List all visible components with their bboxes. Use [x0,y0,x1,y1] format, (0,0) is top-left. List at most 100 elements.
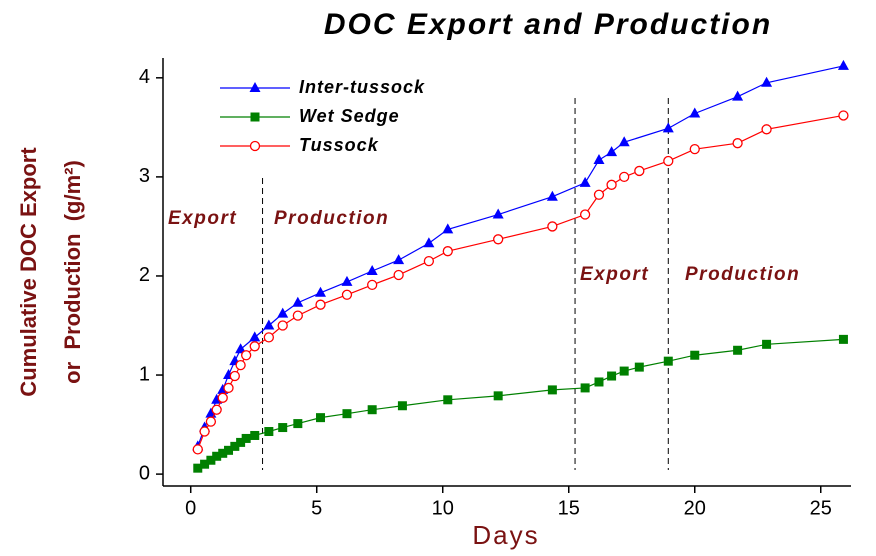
marker [689,143,700,155]
marker [241,433,251,443]
marker [366,265,378,276]
x-tick-label: 15 [558,497,580,519]
marker [293,419,303,429]
marker [367,279,378,291]
marker [606,179,617,190]
marker [593,154,605,165]
marker [762,339,772,349]
marker [241,350,252,361]
marker [579,176,591,187]
marker [218,448,228,458]
x-tick-label: 25 [810,497,832,519]
marker [292,296,304,307]
annotation: Production [685,264,800,285]
legend-label: Inter-tussock [299,77,425,97]
legend-marker [249,82,261,92]
annotation: Production [274,208,389,229]
marker [224,445,234,455]
marker [316,413,326,423]
marker [200,459,210,469]
legend-label: Wet Sedge [299,106,400,126]
marker [211,404,222,415]
y-tick-label: 3 [139,165,150,187]
marker [223,382,234,394]
marker [341,275,353,286]
series-line [197,65,844,447]
marker [341,289,353,300]
marker [212,451,222,461]
marker [393,254,405,265]
marker [547,385,557,395]
marker [546,190,558,201]
marker [206,455,216,465]
marker [579,209,591,220]
y-tick-label: 0 [139,462,150,484]
marker [689,107,701,118]
x-tick-label: 5 [311,497,322,519]
x-axis-label: Days [472,520,539,550]
marker [663,356,673,366]
marker [690,350,700,360]
marker [607,371,617,381]
marker [277,320,288,331]
marker [249,341,260,352]
y-tick-label: 2 [139,264,150,286]
marker [442,246,453,257]
marker [367,405,377,415]
marker [263,332,274,343]
marker [732,90,744,101]
marker [594,377,604,387]
x-tick-label: 20 [684,497,706,519]
marker [606,146,618,157]
y-axis-label: or Production (g/m²) [60,160,85,384]
marker [619,366,629,376]
marker [732,138,743,149]
marker [443,395,453,405]
marker [619,171,630,183]
marker [634,165,645,177]
annotation: Export [580,264,649,285]
marker [837,59,849,70]
marker [249,331,261,342]
marker [229,370,240,382]
marker [397,401,407,411]
chart-title: DOC Export and Production [324,8,772,41]
marker [838,110,849,121]
marker [442,223,454,234]
marker [493,391,503,401]
marker [492,208,504,219]
marker [547,221,558,232]
x-tick-label: 10 [432,497,454,519]
marker [423,255,435,267]
marker [838,334,848,344]
marker [663,155,674,167]
x-tick-label: 0 [185,497,196,519]
marker [761,124,772,135]
marker [263,319,275,330]
marker [493,234,504,245]
marker [733,345,743,355]
legend-marker [250,112,260,122]
y-axis-label: Cumulative DOC Export [16,147,41,397]
marker [264,427,274,437]
y-tick-label: 4 [139,66,150,88]
marker [292,310,303,321]
legend-marker [249,140,261,152]
marker [217,392,228,403]
marker [235,343,247,354]
marker [662,122,674,133]
marker [199,426,210,437]
marker [315,286,327,297]
marker [315,299,326,310]
y-tick-label: 1 [139,363,150,385]
marker [277,307,289,318]
annotation: Export [168,208,237,229]
legend-label: Tussock [299,135,379,155]
marker [618,136,630,147]
marker [193,463,203,473]
series-line [197,338,844,469]
marker [580,383,590,393]
marker [236,437,246,447]
marker [342,409,352,419]
